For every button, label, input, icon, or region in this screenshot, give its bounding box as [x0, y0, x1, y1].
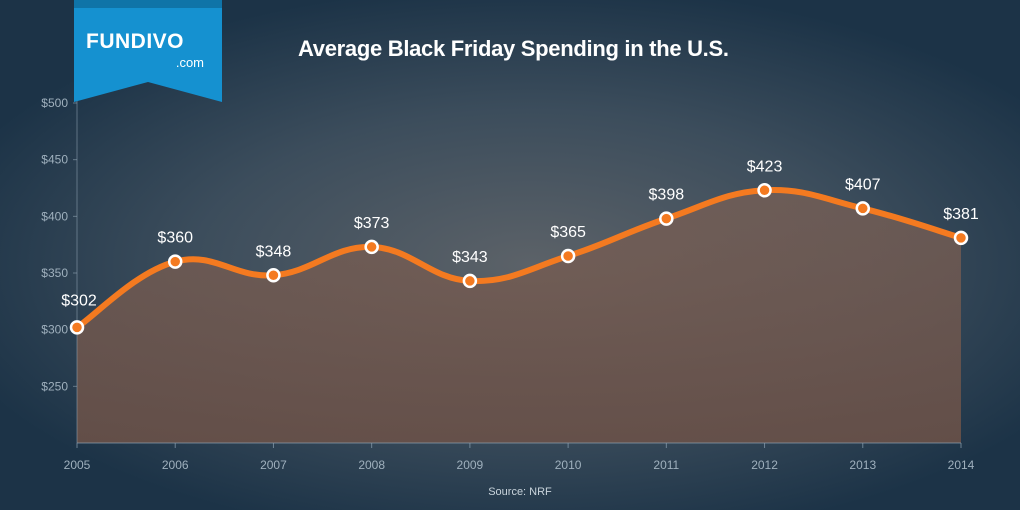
data-point[interactable]: [757, 183, 772, 198]
data-label: $360: [157, 230, 193, 247]
data-point[interactable]: [659, 211, 674, 226]
data-point[interactable]: [855, 201, 871, 216]
data-label: $343: [452, 249, 488, 266]
y-tick-label: $350: [41, 266, 68, 280]
y-tick-label: $250: [41, 379, 68, 393]
x-tick-label: 2008: [358, 458, 385, 472]
data-point[interactable]: [167, 254, 183, 269]
x-tick-label: 2011: [653, 458, 679, 472]
data-label: $302: [61, 292, 97, 309]
y-tick-label: $500: [41, 96, 68, 110]
y-tick-label: $450: [41, 153, 68, 167]
data-point[interactable]: [953, 230, 969, 246]
x-tick-label: 2006: [162, 458, 189, 472]
series-line: [74, 187, 964, 331]
data-label: $348: [256, 243, 292, 260]
y-tick-label: $400: [41, 209, 68, 223]
area-fill: [77, 190, 961, 443]
x-tick-label: 2009: [457, 458, 484, 472]
data-label: $365: [550, 224, 586, 241]
data-label: $407: [845, 176, 881, 193]
data-point[interactable]: [69, 320, 85, 335]
data-point[interactable]: [266, 268, 281, 283]
data-point[interactable]: [560, 248, 576, 264]
logo-domain: .com: [175, 55, 204, 70]
data-label: $373: [354, 215, 390, 232]
data-label: $423: [747, 158, 783, 175]
data-point[interactable]: [364, 239, 379, 255]
x-tick-label: 2005: [64, 458, 91, 472]
data-label: $398: [649, 187, 685, 204]
x-tick-label: 2007: [260, 458, 287, 472]
x-tick-label: 2013: [849, 458, 876, 472]
chart-title: Average Black Friday Spending in the U.S…: [298, 36, 729, 61]
x-tick-label: 2010: [555, 458, 582, 472]
logo-text: FUNDIVO: [86, 30, 184, 53]
x-tick-label: 2014: [948, 458, 975, 472]
data-point[interactable]: [462, 273, 478, 289]
source-note: Source: NRF: [488, 486, 552, 498]
x-tick-label: 2012: [751, 458, 778, 472]
logo-ribbon: [74, 0, 222, 102]
y-tick-label: $300: [41, 323, 68, 337]
data-label: $381: [943, 206, 979, 223]
